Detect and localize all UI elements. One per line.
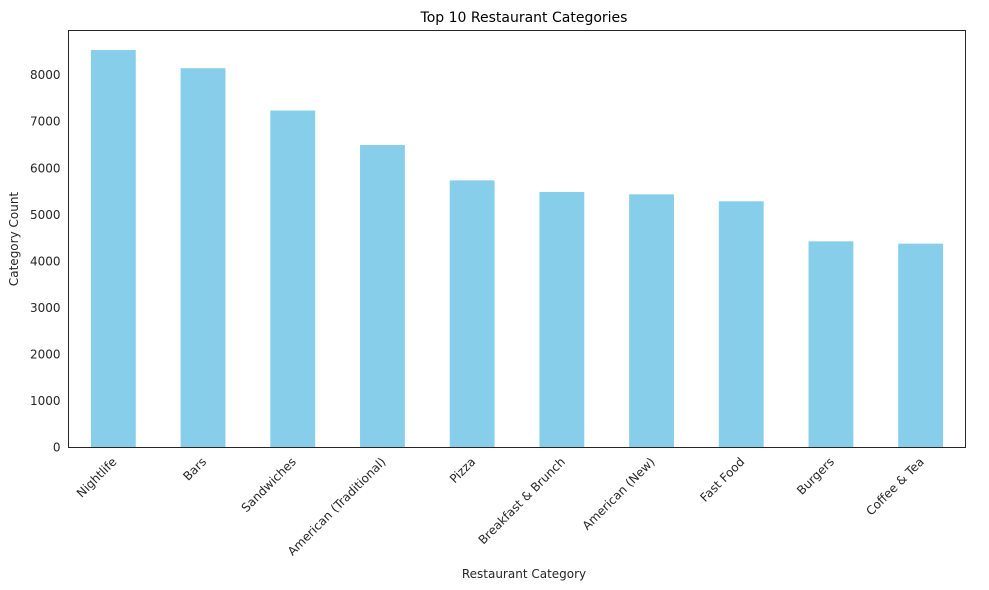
x-tick-label: Nightlife [74, 455, 120, 501]
x-tick-label: Pizza [447, 455, 478, 486]
bar-6 [629, 194, 674, 448]
y-tick-label: 5000 [30, 208, 61, 222]
bars-group [90, 50, 944, 448]
x-tick-label: Sandwiches [239, 455, 299, 515]
y-tick-label: 0 [53, 441, 61, 455]
x-axis-label: Restaurant Category [462, 567, 586, 581]
bar-3 [360, 144, 405, 448]
y-tick-label: 1000 [30, 394, 61, 408]
x-tick-label: American (Traditional) [285, 455, 389, 559]
bar-8 [808, 241, 854, 448]
bar-9 [898, 243, 944, 448]
y-tick-label: 7000 [30, 115, 61, 129]
y-tick-label: 8000 [30, 68, 61, 82]
bar-5 [539, 191, 585, 448]
x-tick-label: Fast Food [697, 455, 747, 505]
bar-7 [718, 201, 764, 448]
bar-2 [270, 110, 316, 448]
x-tick-label: American (New) [580, 455, 658, 533]
y-axis-ticks: 0 1000 2000 3000 4000 5000 6000 7000 8000 [30, 68, 61, 454]
plot-frame [68, 30, 966, 448]
y-tick-label: 2000 [30, 347, 61, 361]
y-tick-label: 3000 [30, 301, 61, 315]
y-axis-label: Category Count [7, 192, 21, 287]
bar-1 [180, 68, 226, 448]
chart-title: Top 10 Restaurant Categories [420, 10, 628, 26]
y-tick-label: 4000 [30, 254, 61, 268]
x-tick-label: Breakfast & Brunch [476, 455, 568, 547]
x-tick-label: Coffee & Tea [863, 455, 926, 518]
x-tick-label: Bars [180, 455, 209, 484]
bar-4 [449, 180, 495, 448]
x-tick-label: Burgers [794, 455, 837, 498]
y-tick-label: 6000 [30, 161, 61, 175]
bar-0 [90, 50, 136, 448]
